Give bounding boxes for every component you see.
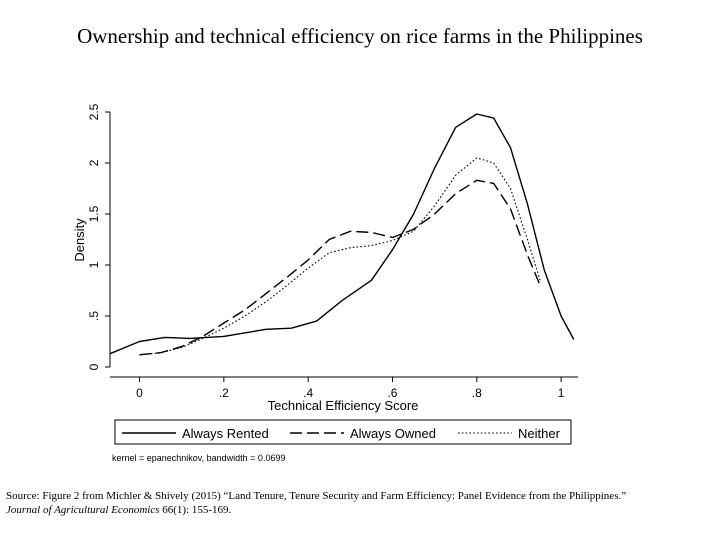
legend-label: Always Rented (182, 426, 269, 441)
y-axis: 0 .5 1 1.5 2 2.5 (87, 103, 111, 370)
x-tick-label: .6 (387, 386, 397, 400)
source-text: Source: Figure 2 from Michler & Shively … (6, 490, 627, 502)
citation-tail: 66(1): 155-169. (159, 504, 232, 516)
x-tick-label: .8 (472, 386, 482, 400)
x-axis-label: Technical Efficiency Score (268, 398, 419, 413)
legend-label: Always Owned (350, 426, 436, 441)
y-tick-label: .5 (87, 311, 101, 321)
y-axis-label: Density (72, 218, 87, 262)
legend-label: Neither (518, 426, 561, 441)
series-line-always-rented (109, 113, 575, 355)
journal-name: Journal of Agricultural Economics (6, 504, 160, 516)
x-tick-label: 1 (558, 386, 565, 400)
y-tick-label: 1.5 (87, 205, 101, 222)
series-line-neither (139, 157, 541, 356)
series-layer (109, 113, 575, 356)
legend: Always Rented Always Owned Neither (114, 419, 572, 445)
density-chart: 0 .5 1 1.5 2 2.5 0 .2 .4 .6 .8 1 Density Technical… (72, 103, 578, 463)
y-tick-label: 0 (87, 363, 101, 370)
page-title: Ownership and technical efficiency on ri… (77, 24, 643, 48)
series-line-always-owned (139, 179, 541, 356)
y-tick-label: 1 (87, 261, 101, 268)
x-tick-label: .4 (303, 386, 313, 400)
legend-box (114, 419, 572, 445)
x-tick-label: 0 (136, 386, 143, 400)
source-citation: Source: Figure 2 from Michler & Shively … (6, 489, 714, 517)
kernel-note: kernel = epanechnikov, bandwidth = 0.069… (112, 453, 285, 463)
y-tick-label: 2.5 (87, 103, 101, 120)
x-tick-label: .2 (219, 386, 229, 400)
y-tick-label: 2 (87, 159, 101, 166)
x-axis: 0 .2 .4 .6 .8 1 (110, 376, 578, 400)
